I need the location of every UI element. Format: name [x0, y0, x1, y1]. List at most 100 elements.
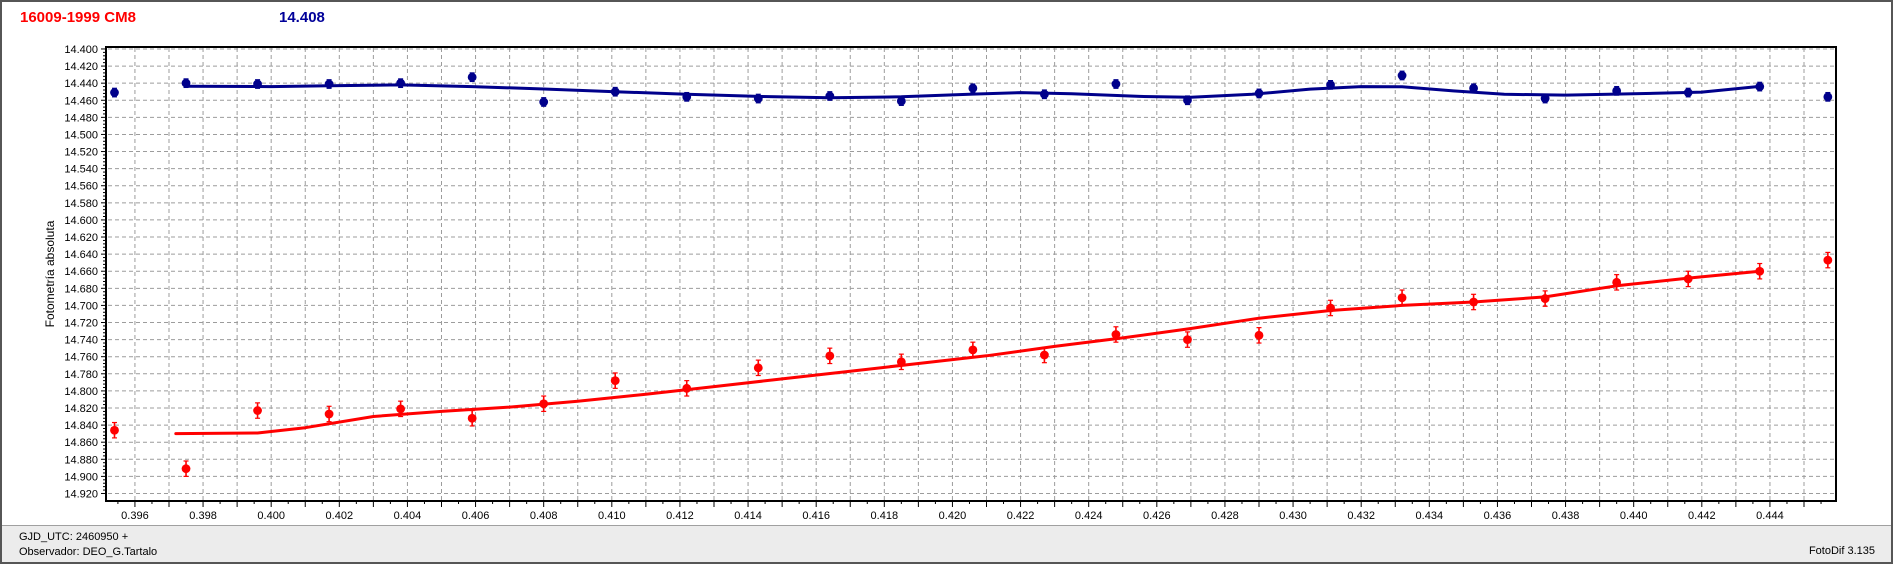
comparison-star-blue-data-point[interactable] [896, 96, 906, 106]
y-tick-label: 14.800 [64, 386, 98, 398]
y-tick-label: 14.540 [64, 164, 98, 176]
asteroid-target-red-data-point[interactable] [1823, 255, 1833, 265]
mean-magnitude-value: 14.408 [279, 9, 325, 26]
y-tick-label: 14.520 [64, 147, 98, 159]
asteroid-target-red-data-point[interactable] [1683, 274, 1693, 284]
x-tick-label: 0.418 [871, 510, 899, 522]
comparison-star-blue-data-point[interactable] [1683, 88, 1693, 97]
x-tick-label: 0.402 [326, 510, 354, 522]
x-tick-label: 0.396 [121, 510, 149, 522]
asteroid-target-red-data-point[interactable] [467, 413, 477, 423]
comparison-star-blue-data-point[interactable] [1397, 71, 1407, 80]
chart-header: 16009-1999 CM8 14.408 [2, 2, 1891, 36]
asteroid-target-red-data-point[interactable] [539, 399, 549, 409]
comparison-star-blue-data-point[interactable] [825, 91, 835, 101]
asteroid-target-red-data-point[interactable] [682, 383, 692, 393]
asteroid-target-red-data-point[interactable] [181, 464, 191, 474]
x-tick-label: 0.410 [598, 510, 626, 522]
asteroid-target-red-data-point[interactable] [968, 345, 978, 355]
comparison-star-blue-data-point[interactable] [753, 94, 763, 103]
comparison-star-blue-data-point[interactable] [1469, 83, 1478, 93]
asteroid-target-red-data-point[interactable] [1183, 335, 1192, 345]
comparison-star-blue-data-point[interactable] [610, 87, 620, 97]
comparison-star-blue-data-point[interactable] [1612, 86, 1622, 96]
comparison-star-blue-data-point[interactable] [181, 78, 191, 88]
comparison-star-blue-data-point[interactable] [467, 72, 477, 82]
asteroid-target-red-data-point[interactable] [1612, 277, 1622, 287]
y-tick-label: 14.880 [64, 454, 98, 466]
y-tick-label: 14.920 [64, 488, 98, 500]
comparison-star-blue-data-point[interactable] [1254, 89, 1264, 98]
asteroid-target-red-data-point[interactable] [896, 357, 906, 367]
y-tick-label: 14.620 [64, 232, 98, 244]
asteroid-target-red-data-point[interactable] [1254, 330, 1264, 340]
comparison-star-blue-data-point[interactable] [1326, 80, 1335, 90]
comparison-star-blue-data-point[interactable] [968, 83, 978, 93]
asteroid-target-red-data-point[interactable] [1397, 293, 1407, 303]
y-tick-label: 14.860 [64, 437, 98, 449]
comparison-star-blue-data-point[interactable] [539, 97, 549, 107]
x-tick-label: 0.436 [1484, 510, 1512, 522]
plot-frame [105, 46, 1837, 502]
y-axis-title: Fotometría absoluta [43, 220, 57, 327]
comparison-star-blue-data-point[interactable] [682, 92, 692, 102]
asteroid-target-red-data-point[interactable] [1755, 266, 1765, 276]
comparison-star-blue-data-point[interactable] [396, 78, 406, 88]
y-tick-label: 14.580 [64, 198, 98, 210]
y-tick-label: 14.740 [64, 335, 98, 347]
comparison-star-blue-data-point[interactable] [1755, 82, 1765, 91]
x-axis: 0.396 0.398 0.400 0.402 0.404 0.406 0.408 0.410… [117, 502, 1822, 522]
y-tick-label: 14.460 [64, 95, 98, 107]
x-tick-label: 0.414 [734, 510, 762, 522]
y-tick-label: 14.820 [64, 403, 98, 415]
asteroid-target-red-data-point[interactable] [1469, 297, 1478, 307]
observer-label: Observador: DEO_G.Tartalo [19, 546, 158, 558]
comparison-star-blue-series[interactable] [110, 70, 1833, 107]
comparison-star-blue-data-point[interactable] [1040, 89, 1049, 99]
asteroid-target-red-data-point[interactable] [610, 376, 620, 386]
x-tick-label: 0.434 [1416, 510, 1444, 522]
x-tick-label: 0.442 [1688, 510, 1716, 522]
comparison-star-blue-data-point[interactable] [1540, 94, 1550, 103]
asteroid-target-red-data-point[interactable] [1540, 294, 1550, 303]
comparison-star-blue-data-point[interactable] [253, 79, 262, 89]
y-tick-label: 14.700 [64, 300, 98, 312]
x-tick-label: 0.430 [1279, 510, 1307, 522]
x-tick-label: 0.444 [1756, 510, 1784, 522]
asteroid-target-red-data-point[interactable] [1326, 303, 1335, 313]
y-tick-label: 14.660 [64, 266, 98, 278]
x-tick-label: 0.412 [666, 510, 694, 522]
asteroid-target-red-data-point[interactable] [396, 404, 406, 414]
asteroid-target-red-data-point[interactable] [253, 406, 262, 415]
asteroid-target-red-data-point[interactable] [825, 351, 835, 361]
y-axis: 14.400 14.420 14.440 14.460 14.480 14.500 14.5… [64, 44, 106, 500]
gjd-utc-label: GJD_UTC: 2460950 + [19, 531, 129, 543]
x-tick-label: 0.432 [1347, 510, 1375, 522]
asteroid-target-red-data-point[interactable] [1040, 350, 1049, 360]
x-tick-label: 0.438 [1552, 510, 1580, 522]
light-curve-plot[interactable]: 14.400 14.420 14.440 14.460 14.480 14.500 14.5… [2, 2, 1891, 525]
asteroid-target-red-data-point[interactable] [1111, 330, 1121, 339]
y-tick-label: 14.420 [64, 61, 98, 73]
asteroid-target-red-data-point[interactable] [324, 409, 334, 419]
plot-grid [108, 48, 1834, 500]
x-tick-label: 0.426 [1143, 510, 1171, 522]
y-tick-label: 14.780 [64, 369, 98, 381]
comparison-star-blue-data-point[interactable] [324, 79, 334, 89]
plot-background [106, 47, 1836, 501]
status-bar: GJD_UTC: 2460950 + Observador: DEO_G.Tar… [2, 525, 1891, 562]
asteroid-target-red-series[interactable] [110, 251, 1833, 477]
comparison-star-blue-data-point[interactable] [1111, 79, 1121, 89]
y-tick-label: 14.840 [64, 420, 98, 432]
y-tick-label: 14.640 [64, 249, 98, 261]
y-tick-label: 14.500 [64, 129, 98, 141]
x-tick-label: 0.408 [530, 510, 558, 522]
comparison-star-blue-data-point[interactable] [1823, 92, 1833, 102]
asteroid-target-red-data-point[interactable] [110, 425, 119, 435]
y-tick-label: 14.560 [64, 181, 98, 193]
asteroid-target-red-data-point[interactable] [753, 363, 763, 373]
comparison-star-blue-data-point[interactable] [110, 88, 119, 97]
comparison-star-blue-data-point[interactable] [1183, 95, 1192, 105]
x-tick-label: 0.404 [394, 510, 422, 522]
